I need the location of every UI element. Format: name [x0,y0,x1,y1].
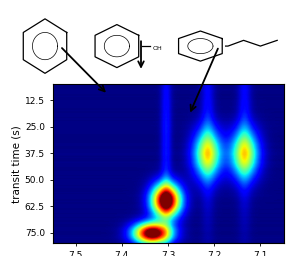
Text: OH: OH [152,46,162,51]
Y-axis label: transit time (s): transit time (s) [12,125,22,203]
